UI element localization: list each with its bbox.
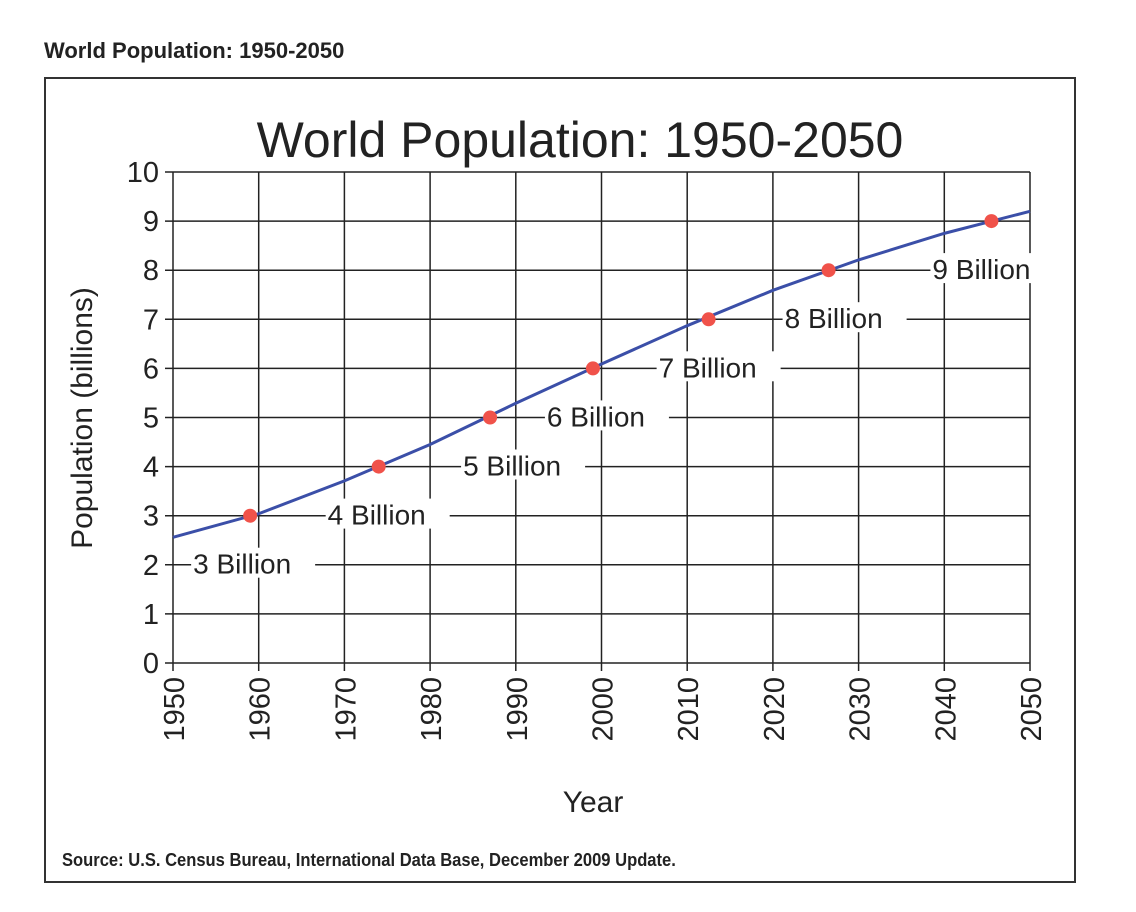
milestone-label: 4 Billion — [328, 500, 426, 531]
chart-frame — [44, 77, 1076, 883]
milestone-label: 8 Billion — [785, 303, 883, 334]
y-tick-label: 6 — [143, 353, 159, 385]
page-heading: World Population: 1950-2050 — [44, 38, 345, 63]
x-tick-label: 1960 — [245, 677, 277, 742]
milestone-marker — [243, 508, 258, 523]
x-tick-label: 2030 — [845, 677, 877, 742]
milestone-label: 5 Billion — [463, 451, 561, 482]
x-tick-label: 1980 — [416, 677, 448, 742]
milestone-label: 9 Billion — [932, 254, 1030, 285]
milestone-label-bg — [544, 400, 669, 431]
y-tick-label: 2 — [143, 550, 159, 582]
milestone-label-bg — [325, 498, 450, 529]
x-tick-label: 1950 — [159, 677, 191, 742]
milestone-label: 7 Billion — [659, 352, 757, 383]
milestone-marker — [701, 312, 716, 327]
milestone-marker — [821, 263, 836, 278]
milestone-label-bg — [782, 302, 907, 333]
milestone-label: 6 Billion — [547, 401, 645, 432]
source-note: Source: U.S. Census Bureau, Internationa… — [62, 850, 676, 870]
milestone-marker — [371, 459, 386, 474]
x-tick-label: 2040 — [930, 677, 962, 742]
x-tick-label: 2020 — [759, 677, 791, 742]
y-tick-label: 5 — [143, 403, 159, 435]
y-tick-label: 10 — [127, 157, 159, 189]
y-tick-label: 8 — [143, 255, 159, 287]
x-tick-label: 2050 — [1016, 677, 1048, 742]
x-axis-label: Year — [563, 786, 624, 819]
x-tick-label: 1970 — [330, 677, 362, 742]
chart-title: World Population: 1950-2050 — [257, 112, 904, 168]
population-line — [172, 209, 1031, 539]
y-axis-label: Population (billions) — [66, 287, 99, 549]
milestone-label-bg — [656, 351, 781, 382]
x-tick-label: 2000 — [588, 677, 620, 742]
y-tick-label: 4 — [143, 452, 159, 484]
milestone-marker — [483, 410, 498, 425]
milestone-label-bg — [191, 547, 316, 578]
y-tick-label: 7 — [143, 304, 159, 336]
milestone-marker — [585, 361, 600, 376]
milestone-label-bg — [930, 253, 1055, 284]
x-tick-label: 2010 — [673, 677, 705, 742]
x-tick-label: 1990 — [502, 677, 534, 742]
y-tick-label: 0 — [143, 648, 159, 680]
milestone-label-bg — [461, 449, 586, 480]
milestone-label: 3 Billion — [193, 549, 291, 580]
milestone-marker — [984, 214, 999, 229]
y-tick-label: 3 — [143, 501, 159, 533]
y-tick-label: 1 — [143, 599, 159, 631]
y-tick-label: 9 — [143, 206, 159, 238]
